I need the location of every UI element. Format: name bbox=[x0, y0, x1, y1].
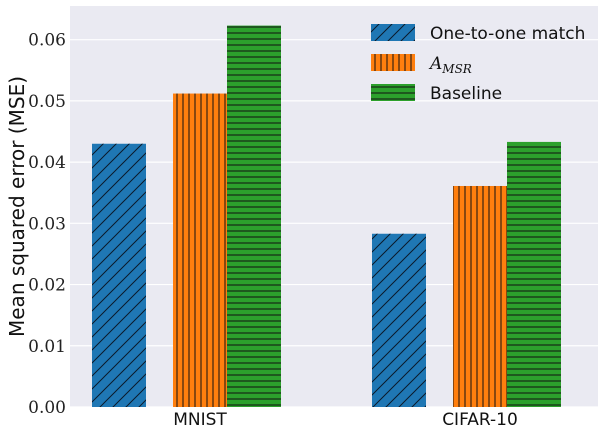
bar-cifar-10-series-3 bbox=[507, 141, 561, 408]
bar-mnist-series-1 bbox=[92, 143, 146, 407]
legend-label: AMSR bbox=[428, 54, 472, 76]
x-category-label: CIFAR-10 bbox=[442, 410, 518, 430]
bar-cifar-10-series-1 bbox=[372, 233, 426, 407]
y-tick-label: 0.03 bbox=[28, 214, 66, 234]
legend-item: One-to-one match bbox=[371, 24, 585, 44]
y-tick-label: 0.05 bbox=[28, 92, 66, 112]
legend-label: One-to-one match bbox=[430, 24, 585, 44]
y-tick-label: 0.00 bbox=[28, 398, 66, 418]
legend-item: AMSR bbox=[371, 54, 472, 76]
y-tick-label: 0.04 bbox=[28, 153, 66, 173]
y-axis-ticks: 0.00 0.01 0.02 0.03 0.04 0.05 0.06 bbox=[28, 31, 66, 418]
legend-label: Baseline bbox=[430, 84, 502, 104]
bar-cifar-10-series-2 bbox=[453, 185, 507, 407]
x-axis-categories: MNIST CIFAR-10 bbox=[173, 410, 518, 430]
bars bbox=[92, 25, 561, 408]
bar-mnist-series-3 bbox=[227, 25, 281, 407]
y-axis-label: Mean squared error (MSE) bbox=[5, 76, 29, 337]
bar-mnist-series-2 bbox=[173, 93, 227, 407]
y-tick-label: 0.06 bbox=[28, 31, 66, 51]
legend: One-to-one match AMSR Baseline bbox=[371, 24, 585, 104]
y-tick-label: 0.01 bbox=[28, 337, 66, 357]
gridlines bbox=[70, 39, 598, 408]
legend-item: Baseline bbox=[371, 84, 502, 104]
y-tick-label: 0.02 bbox=[28, 276, 66, 296]
x-category-label: MNIST bbox=[173, 410, 227, 430]
